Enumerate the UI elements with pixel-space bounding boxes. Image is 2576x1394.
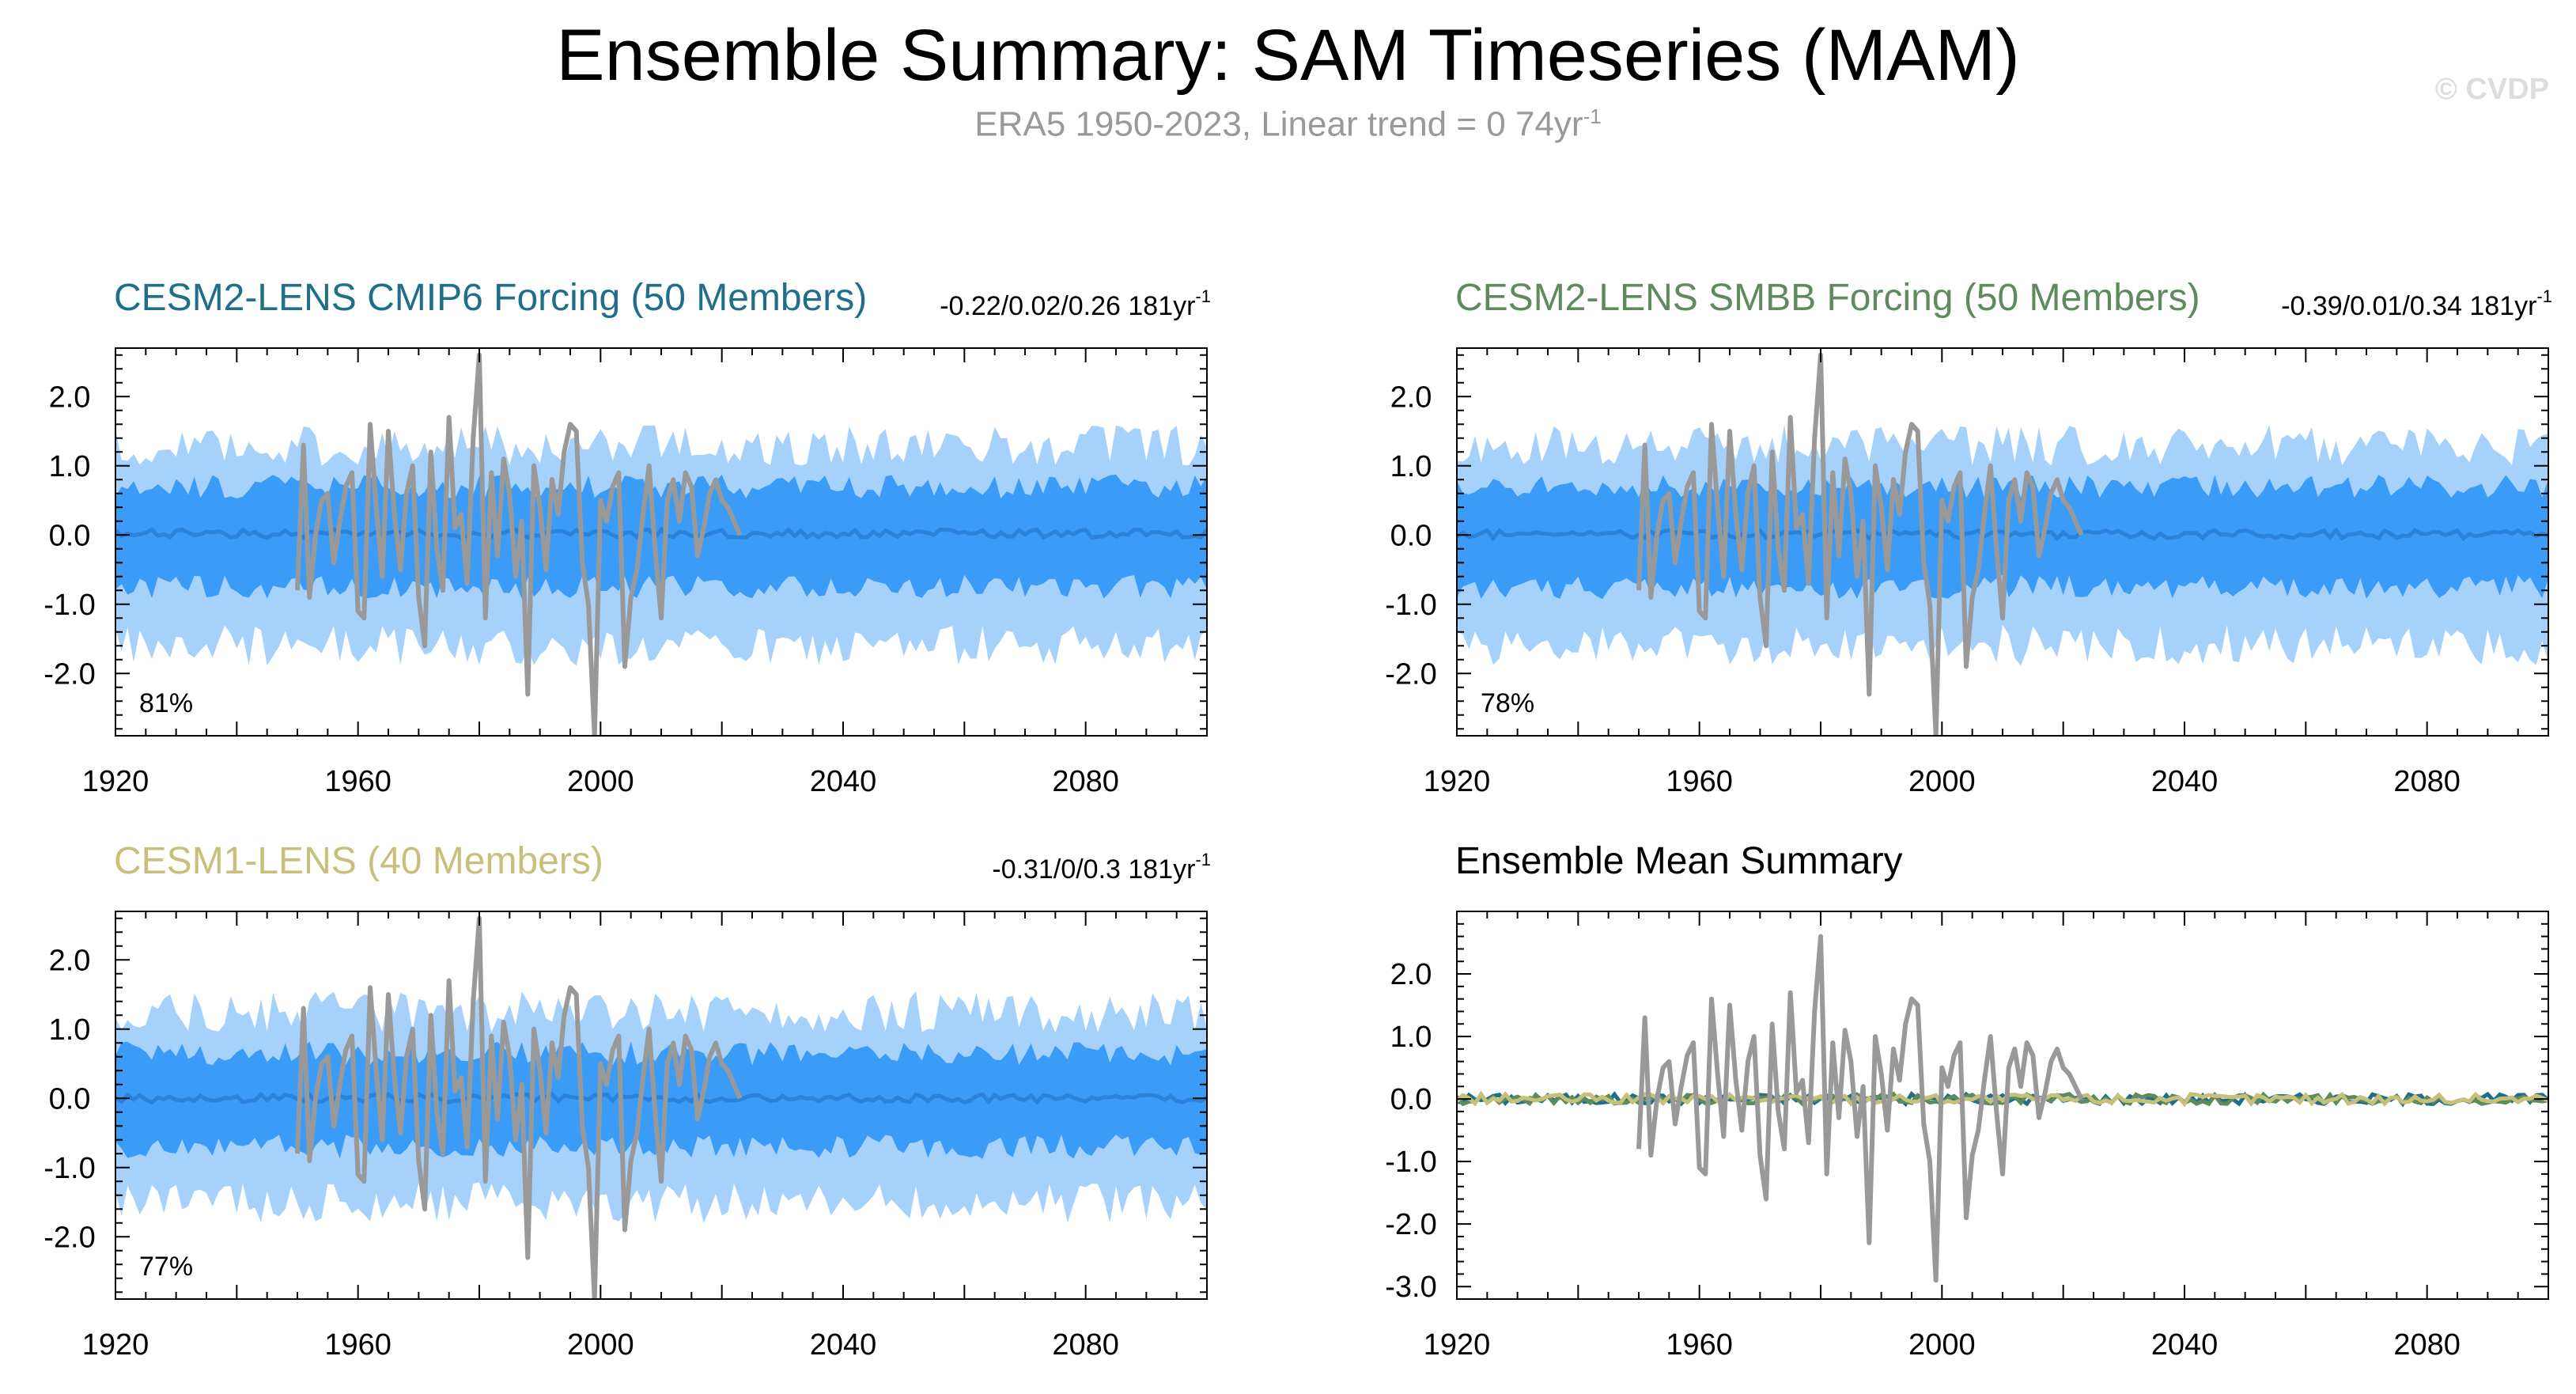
x-tick-label: 1960: [324, 765, 392, 798]
era5-observed-line: [295, 915, 743, 1299]
trend-superscript: -1: [2536, 286, 2552, 306]
x-tick-label: 2000: [567, 765, 634, 798]
plot-area: [115, 915, 1207, 1299]
x-tick-label: 2080: [2393, 765, 2461, 798]
x-tick-label: 2040: [810, 765, 877, 798]
panel-title: Ensemble Mean Summary: [1455, 840, 1903, 882]
x-tick-label: 2040: [2151, 765, 2219, 798]
panel-cesm2-cmip6: 1920 1960 2000 2040 2080 2.0 1.0 0.0 -1.0 -2.0 CES…: [44, 277, 1211, 798]
panel-trend: -0.22/0.02/0.26 181yr-1: [940, 286, 1211, 321]
subtitle-text: ERA5 1950-2023, Linear trend = 0 74yr: [974, 104, 1583, 144]
x-tick-label: 2080: [2393, 1328, 2461, 1362]
panel-trend: -0.39/0.01/0.34 181yr-1: [2281, 286, 2552, 321]
y-tick-label: 2.0: [49, 381, 91, 414]
subtitle-superscript: -1: [1583, 104, 1602, 128]
x-tick-label: 2040: [810, 1328, 877, 1362]
inner-spread-band: [1457, 475, 2548, 600]
trend-superscript: -1: [1195, 850, 1211, 869]
x-tick-label: 2040: [2151, 1328, 2219, 1362]
x-tick-label: 2000: [1908, 1328, 1976, 1362]
y-tick-label: 1.0: [49, 450, 91, 483]
y-tick-label: 2.0: [1390, 958, 1432, 991]
y-tick-label: -3.0: [1385, 1271, 1436, 1304]
panel-trend: -0.31/0/0.3 181yr-1: [992, 850, 1211, 885]
y-tick-label: -1.0: [44, 1152, 95, 1185]
x-tick-label: 1960: [1666, 1328, 1733, 1362]
x-tick-label: 1920: [1424, 1328, 1491, 1362]
panel-percent: 81%: [139, 688, 193, 718]
y-tick-label: -1.0: [1385, 1146, 1436, 1179]
y-tick-label: 0.0: [49, 1082, 91, 1116]
panel-cesm1: 1920 1960 2000 2040 2080 2.0 1.0 0.0 -1.0 -2.0 CES…: [44, 840, 1211, 1362]
y-tick-label: -2.0: [1385, 1208, 1436, 1241]
panel-ensemble-mean: 1920 1960 2000 2040 2080 2.0 1.0 0.0 -1.0 -2.0 -3.…: [1385, 840, 2549, 1362]
panel-percent: 78%: [1481, 688, 1534, 718]
trend-superscript: -1: [1195, 286, 1211, 306]
y-tick-label: 1.0: [49, 1013, 91, 1047]
inner-spread-band: [115, 1041, 1207, 1159]
x-tick-label: 2000: [567, 1328, 634, 1362]
y-tick-label: 0.0: [1390, 1083, 1432, 1116]
page-subtitle: ERA5 1950-2023, Linear trend = 0 74yr-1: [0, 104, 2576, 145]
y-tick-label: -1.0: [44, 589, 95, 622]
x-tick-label: 1920: [82, 765, 149, 798]
trend-value: -0.39/0.01/0.34 181yr: [2281, 291, 2536, 321]
plot-area: [1457, 934, 2548, 1283]
x-tick-label: 1960: [1666, 765, 1733, 798]
era5-observed-line: [295, 352, 743, 736]
plot-area: [1457, 352, 2548, 736]
y-tick-label: 1.0: [1390, 1021, 1432, 1054]
x-tick-label: 1960: [324, 1328, 392, 1362]
y-tick-label: -2.0: [44, 1221, 95, 1254]
y-tick-label: 2.0: [49, 944, 91, 977]
x-tick-label: 1920: [1424, 765, 1491, 798]
cvdp-watermark: © CVDP: [2434, 73, 2549, 106]
trend-value: -0.31/0/0.3 181yr: [992, 854, 1195, 885]
panel-percent: 77%: [139, 1252, 193, 1282]
era5-observed-line: [1636, 352, 2084, 736]
x-tick-label: 2000: [1908, 765, 1976, 798]
panel-title: CESM2-LENS CMIP6 Forcing (50 Members): [114, 277, 867, 319]
x-tick-label: 2080: [1052, 1328, 1119, 1362]
ensemble-mean-line: [115, 526, 1207, 540]
x-tick-label: 2080: [1052, 765, 1119, 798]
page-title: Ensemble Summary: SAM Timeseries (MAM): [556, 15, 2020, 96]
inner-spread-band: [115, 474, 1207, 599]
era5-observed-line: [1636, 934, 2084, 1283]
y-tick-label: 2.0: [1390, 381, 1432, 414]
x-tick-label: 1920: [82, 1328, 149, 1362]
cesm1-mean-line: [1457, 1090, 2548, 1108]
plot-area: [115, 352, 1207, 736]
y-tick-label: 0.0: [49, 519, 91, 552]
y-tick-label: -2.0: [1385, 657, 1436, 691]
y-tick-label: -2.0: [44, 657, 95, 691]
panel-title: CESM2-LENS SMBB Forcing (50 Members): [1455, 277, 2200, 319]
panel-title: CESM1-LENS (40 Members): [114, 840, 603, 882]
y-tick-label: 1.0: [1390, 450, 1432, 483]
panel-cesm2-smbb: 1920 1960 2000 2040 2080 2.0 1.0 0.0 -1.0 -2.0 CES…: [1385, 277, 2552, 798]
y-tick-label: 0.0: [1390, 519, 1432, 552]
y-tick-label: -1.0: [1385, 589, 1436, 622]
trend-value: -0.22/0.02/0.26 181yr: [940, 291, 1195, 321]
